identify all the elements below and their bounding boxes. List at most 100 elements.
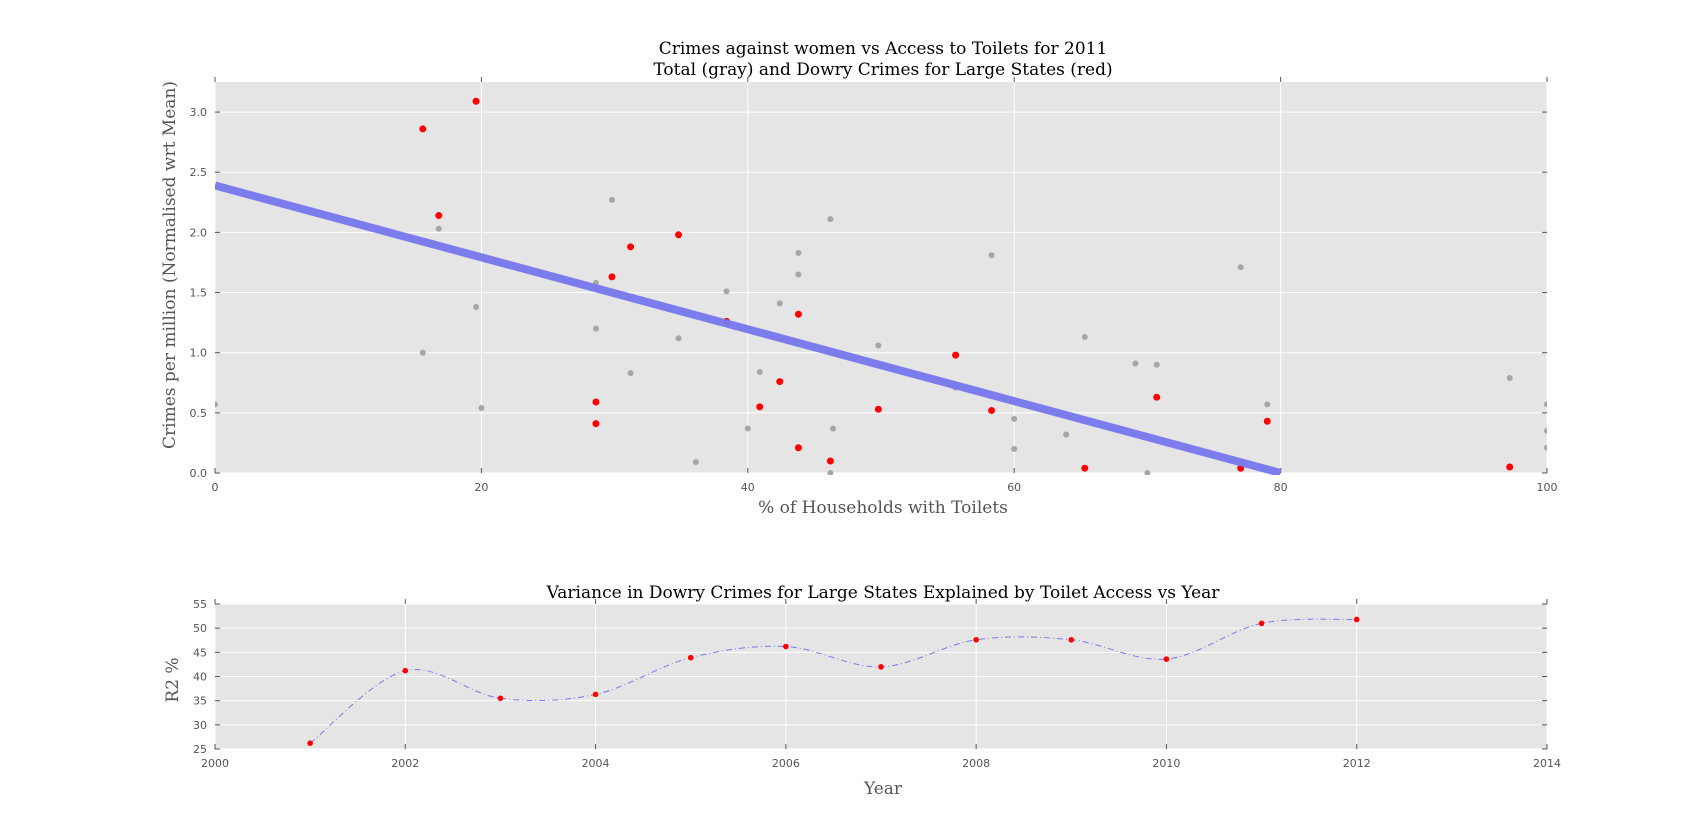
- total-crime-point: [875, 342, 882, 349]
- dowry-crime-point: [419, 125, 427, 133]
- r2-point: [973, 636, 979, 643]
- dowry-crime-point: [675, 231, 683, 239]
- dowry-crime-point: [952, 351, 960, 359]
- dowry-crime-point: [1153, 393, 1161, 401]
- dowry-crime-point: [776, 378, 784, 386]
- r2-point: [1353, 616, 1360, 623]
- dowry-crime-point: [627, 243, 635, 251]
- regression-line: [215, 181, 1282, 475]
- total-crime-point: [1153, 361, 1160, 368]
- y-tick-label: 55: [193, 598, 207, 611]
- line-marks: [307, 616, 1360, 746]
- dowry-crime-point: [1263, 417, 1271, 425]
- total-crime-point: [1081, 334, 1088, 341]
- dowry-crime-point: [592, 420, 600, 428]
- r2-point: [687, 654, 694, 661]
- y-tick-label: 50: [193, 622, 207, 635]
- total-crime-point: [435, 225, 442, 232]
- x-tick-label: 0: [212, 481, 219, 494]
- r2-point: [1163, 656, 1170, 662]
- dowry-crime-point: [794, 310, 802, 318]
- x-tick-label: 2014: [1533, 757, 1561, 770]
- r2-trend-line: [309, 618, 1357, 744]
- scatter-axis-ticks: 0 20 40 60 80 100 0.0 0.5 1.0 1.5 2.0 2.5 3.0: [190, 77, 1558, 494]
- x-tick-label: 2006: [772, 757, 800, 770]
- dowry-crime-point: [1506, 463, 1514, 471]
- x-tick-label: 80: [1274, 481, 1288, 494]
- scatter-plot-area: [215, 82, 1547, 473]
- y-tick-label: 45: [193, 646, 207, 659]
- total-crime-point: [795, 271, 802, 278]
- x-tick-label: 2004: [582, 757, 610, 770]
- y-tick-label: 25: [193, 743, 207, 756]
- x-tick-label: 2000: [201, 757, 229, 770]
- y-tick-label: 3.0: [190, 106, 208, 119]
- total-crime-point: [1237, 264, 1244, 271]
- y-tick-label: 0.5: [190, 407, 208, 420]
- scatter-marks: [215, 97, 1547, 475]
- y-tick-label: 40: [193, 671, 207, 684]
- total-crime-point: [1544, 427, 1547, 434]
- x-tick-label: 2008: [962, 757, 990, 770]
- x-tick-label: 40: [741, 481, 755, 494]
- total-crime-point: [1144, 470, 1151, 475]
- total-crime-point: [744, 425, 751, 432]
- line-x-axis-label: Year: [863, 779, 903, 799]
- y-tick-label: 1.5: [190, 287, 208, 300]
- line-chart-title: Variance in Dowry Crimes for Large State…: [546, 583, 1221, 603]
- r2-point: [1258, 620, 1265, 627]
- total-crime-point: [627, 370, 634, 377]
- scatter-chart: 0 20 40 60 80 100 0.0 0.5 1.0 1.5 2.0 2.5 3.0 Crimes…: [160, 39, 1558, 518]
- dowry-crime-point: [592, 398, 600, 406]
- line-chart: 2000 2002 2004 2006 2008 2010 2012 2014 25 30 35 40…: [163, 583, 1561, 799]
- x-tick-label: 20: [474, 481, 488, 494]
- r2-point: [497, 695, 504, 702]
- x-tick-label: 60: [1007, 481, 1021, 494]
- total-crime-point: [827, 470, 834, 475]
- total-crime-point: [478, 405, 485, 412]
- r2-point: [1068, 636, 1075, 643]
- r2-point: [783, 643, 789, 650]
- dowry-crime-point: [826, 457, 834, 465]
- line-gridlines: [214, 603, 1548, 750]
- scatter-title-line1: Crimes against women vs Access to Toilet…: [659, 39, 1108, 59]
- y-tick-label: 35: [193, 695, 207, 708]
- total-crime-point: [1506, 374, 1513, 381]
- total-crime-point: [1544, 401, 1547, 408]
- y-tick-label: 30: [193, 719, 207, 732]
- total-crime-point: [1544, 444, 1547, 451]
- dowry-crime-point: [756, 403, 764, 411]
- total-crime-point: [1264, 401, 1271, 408]
- dowry-crime-point: [608, 273, 616, 281]
- total-crime-point: [723, 288, 730, 295]
- total-crime-point: [988, 252, 995, 259]
- r2-point: [307, 740, 313, 746]
- line-y-axis-label: R2 %: [163, 657, 183, 702]
- x-tick-label: 100: [1537, 481, 1558, 494]
- total-crime-point: [215, 401, 218, 408]
- dowry-crime-point: [988, 406, 996, 414]
- total-crime-point: [473, 303, 480, 310]
- r2-point: [402, 667, 409, 674]
- dowry-crime-point: [874, 405, 882, 413]
- line-axis-ticks: 2000 2002 2004 2006 2008 2010 2012 2014 25 30 35 40…: [193, 598, 1561, 770]
- scatter-y-axis-label: Crimes per million (Normalised wrt Mean): [160, 81, 180, 449]
- total-crime-point: [776, 300, 783, 307]
- y-tick-label: 0.0: [190, 467, 208, 480]
- x-tick-label: 2012: [1343, 757, 1371, 770]
- dowry-crime-point: [435, 212, 443, 220]
- total-crime-point: [675, 335, 682, 342]
- total-crime-point: [692, 459, 699, 466]
- total-crime-point: [1011, 415, 1018, 422]
- y-tick-label: 1.0: [190, 347, 208, 360]
- y-tick-label: 2.5: [190, 166, 208, 179]
- dowry-crime-point: [794, 444, 802, 452]
- total-crime-point: [419, 349, 426, 356]
- scatter-title-line2: Total (gray) and Dowry Crimes for Large …: [653, 60, 1112, 80]
- r2-point: [878, 664, 884, 670]
- y-tick-label: 2.0: [190, 226, 208, 239]
- dowry-crime-point: [472, 97, 480, 105]
- total-crime-point: [827, 216, 834, 223]
- r2-point: [592, 691, 599, 698]
